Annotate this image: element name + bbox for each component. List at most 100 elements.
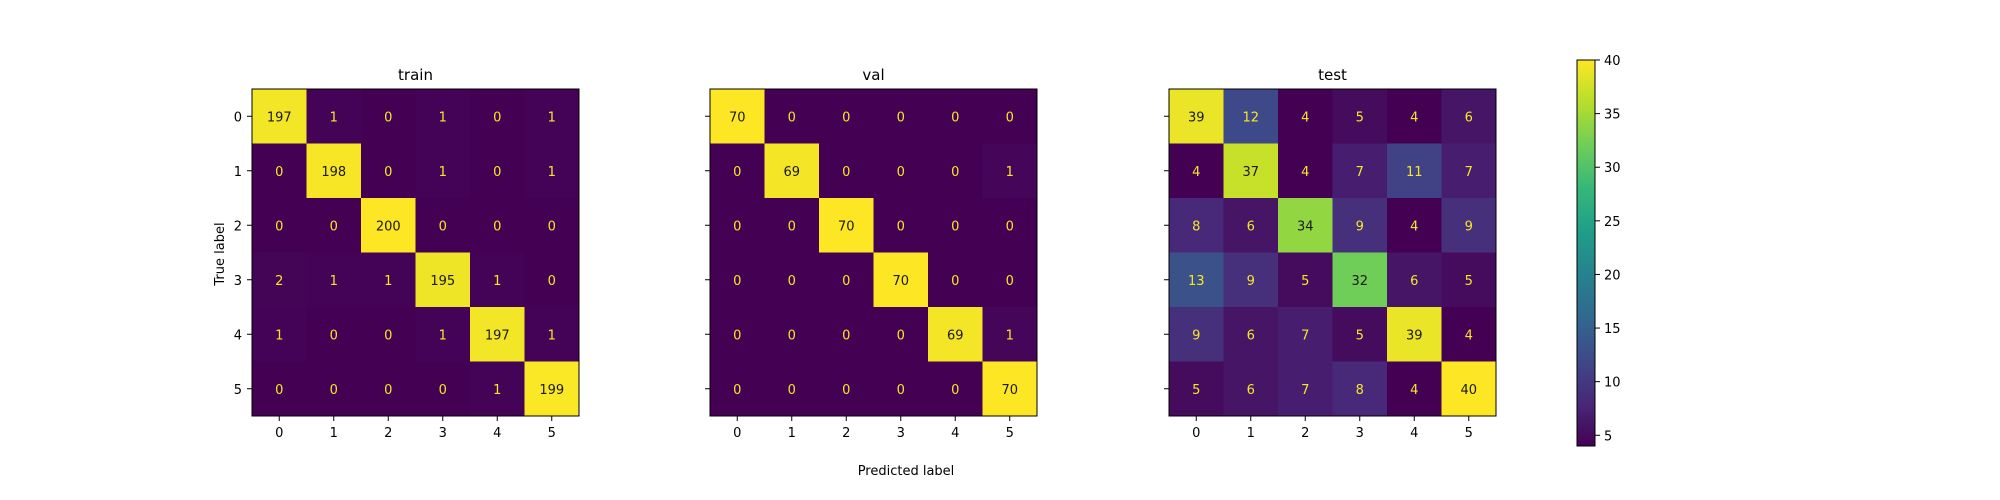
heatmap-cell	[1223, 307, 1279, 362]
heatmap-cell	[1332, 361, 1388, 417]
axes-frame	[1168, 88, 1497, 417]
heatmap-cell	[1169, 89, 1224, 144]
x-tick-label: 4	[493, 426, 501, 441]
heatmap-cell	[252, 307, 307, 362]
cell-value-label: 6	[1410, 274, 1418, 289]
cell-value-label: 0	[439, 219, 447, 234]
y-tick-label: 5	[234, 383, 242, 398]
heatmap-cell	[252, 143, 307, 199]
y-tick-label: 1	[234, 165, 242, 180]
heatmap-cell	[710, 252, 765, 308]
heatmap-cell	[524, 143, 580, 199]
cell-value-label: 0	[951, 274, 959, 289]
heatmap-cell	[1278, 252, 1333, 308]
x-tick-label: 4	[1410, 426, 1418, 441]
heatmap-cell	[873, 252, 929, 308]
heatmap-cell	[928, 143, 983, 199]
cell-value-label: 70	[838, 219, 855, 234]
cell-value-label: 0	[275, 383, 283, 398]
heatmap-panel-val: val 70 0 0 0 0 0 0 69 0 0 0 1 0 0 70 0 0 0 0 0 0 70 0 0 0 0 0 0 69 1 0 0…	[705, 66, 1038, 441]
cell-value-label: 4	[1410, 383, 1418, 398]
cell-value-label: 0	[275, 165, 283, 180]
heatmap-cell	[524, 307, 580, 362]
heatmap-cell	[361, 198, 416, 253]
colorbar-tick-label: 35	[1604, 108, 1621, 123]
cell-value-label: 0	[842, 165, 850, 180]
cell-value-label: 7	[1301, 383, 1309, 398]
x-tick-label: 0	[1192, 426, 1200, 441]
heatmap-cell	[982, 143, 1038, 199]
cell-value-label: 1	[330, 110, 338, 125]
colorbar-tick-label: 15	[1604, 322, 1621, 337]
cell-value-label: 6	[1247, 328, 1255, 343]
heatmap-cell	[415, 307, 471, 362]
heatmap-cell	[470, 198, 525, 253]
cell-value-label: 0	[951, 110, 959, 125]
cell-value-label: 0	[493, 219, 501, 234]
heatmap-cell	[415, 198, 471, 253]
x-tick-label: 3	[897, 426, 905, 441]
cell-value-label: 0	[384, 110, 392, 125]
cell-value-label: 2	[275, 274, 283, 289]
cell-value-label: 0	[384, 383, 392, 398]
heatmap-cell	[764, 307, 820, 362]
cell-value-label: 70	[729, 110, 746, 125]
cell-value-label: 1	[439, 110, 447, 125]
heatmap-cell	[470, 89, 525, 144]
colorbar-tick-label: 40	[1604, 54, 1621, 69]
cell-value-label: 7	[1465, 165, 1473, 180]
cell-value-label: 0	[439, 383, 447, 398]
cell-value-label: 39	[1188, 110, 1205, 125]
heatmap-cell	[1223, 89, 1279, 144]
y-tick-label: 4	[234, 328, 242, 343]
panel-title: train	[398, 66, 433, 84]
heatmap-cell	[819, 143, 874, 199]
cell-value-label: 0	[788, 219, 796, 234]
cell-value-label: 0	[275, 219, 283, 234]
cell-value-label: 4	[1192, 165, 1200, 180]
axes-frame	[709, 88, 1038, 417]
colorbar: 5 10 15 20 25 30 35 40	[1576, 54, 1621, 447]
heatmap-cell	[1169, 252, 1224, 308]
heatmap-cell	[306, 307, 362, 362]
cell-value-label: 197	[267, 110, 292, 125]
heatmap-cell	[764, 89, 820, 144]
cell-value-label: 6	[1247, 219, 1255, 234]
x-tick-label: 3	[439, 426, 447, 441]
heatmap-cell	[1332, 307, 1388, 362]
heatmap-cell	[1223, 198, 1279, 253]
cell-value-label: 0	[733, 165, 741, 180]
heatmap-cell	[1387, 89, 1442, 144]
heatmap-cell	[306, 143, 362, 199]
cell-value-label: 0	[548, 274, 556, 289]
heatmap-cell	[1332, 89, 1388, 144]
heatmap-cell	[415, 252, 471, 308]
cell-value-label: 37	[1242, 165, 1259, 180]
cell-value-label: 1	[548, 328, 556, 343]
cell-value-label: 0	[1006, 219, 1014, 234]
cell-value-label: 0	[951, 165, 959, 180]
colorbar-tick-label: 30	[1604, 161, 1621, 176]
heatmap-cell	[470, 307, 525, 362]
cell-value-label: 9	[1192, 328, 1200, 343]
heatmap-cell	[1387, 252, 1442, 308]
cell-value-label: 0	[788, 110, 796, 125]
cell-value-label: 0	[951, 219, 959, 234]
cell-value-label: 69	[947, 328, 964, 343]
heatmap-cell	[710, 89, 765, 144]
cell-value-label: 0	[897, 165, 905, 180]
heatmap-cell	[710, 143, 765, 199]
x-tick-label: 0	[733, 426, 741, 441]
heatmap-cell	[252, 89, 307, 144]
heatmap-cell	[524, 89, 580, 144]
heatmap-cell	[1278, 307, 1333, 362]
heatmap-cell	[982, 198, 1038, 253]
heatmap-cell	[361, 89, 416, 144]
heatmap-cell	[764, 361, 820, 417]
colorbar-tick-label: 20	[1604, 268, 1621, 283]
y-tick-label: 2	[234, 219, 242, 234]
heatmap-cell	[873, 307, 929, 362]
cell-value-label: 8	[1356, 383, 1364, 398]
